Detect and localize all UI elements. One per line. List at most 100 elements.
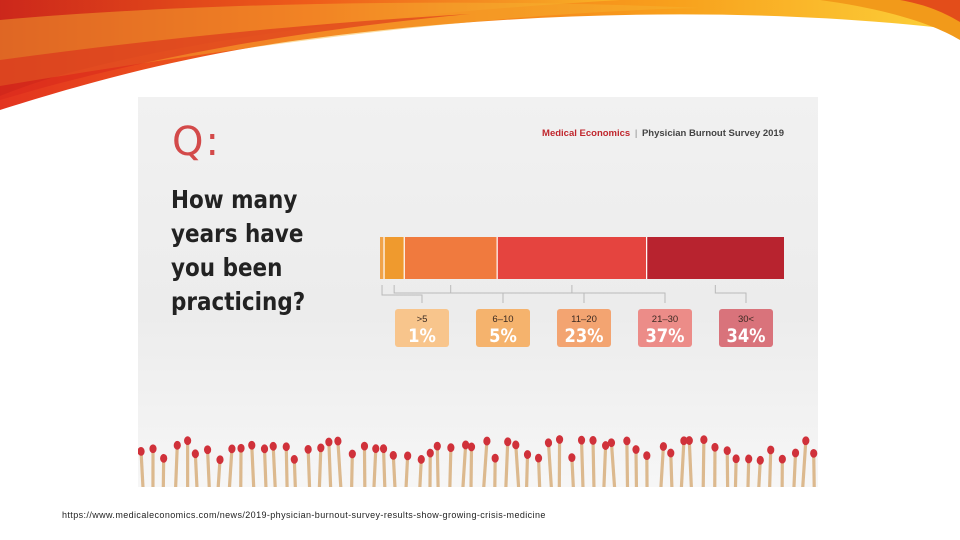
category-label: >5 xyxy=(417,314,428,325)
match xyxy=(745,454,753,487)
match xyxy=(767,445,775,487)
match xyxy=(269,441,277,487)
match xyxy=(685,436,694,487)
match xyxy=(482,436,491,487)
value-label: 23% xyxy=(564,326,603,347)
category-label: 30< xyxy=(738,314,755,325)
match xyxy=(643,451,651,487)
match xyxy=(138,446,145,487)
bar-segments xyxy=(380,237,784,279)
match xyxy=(523,450,532,487)
match xyxy=(160,453,168,487)
value-label: 5% xyxy=(489,326,517,347)
decorative-flame-swoosh xyxy=(0,0,960,110)
match xyxy=(667,448,675,487)
category-label: 11–20 xyxy=(571,314,597,325)
bar-segment-1 xyxy=(380,237,385,279)
match xyxy=(290,454,298,487)
category-label: 21–30 xyxy=(652,314,678,325)
match xyxy=(577,435,586,487)
category-box-bg xyxy=(638,309,692,347)
category-box-2: 6–105% xyxy=(476,309,530,347)
bar-segment-4 xyxy=(497,237,647,279)
match xyxy=(325,437,333,487)
match xyxy=(801,436,810,487)
match xyxy=(227,444,236,487)
connector-5 xyxy=(714,285,747,303)
category-box-bg xyxy=(395,309,449,347)
q-mark: Q: xyxy=(172,119,221,165)
match xyxy=(282,442,290,487)
category-box-bg xyxy=(557,309,611,347)
matches-decoration xyxy=(138,435,818,487)
value-label: 34% xyxy=(726,326,765,347)
bar-segment-2 xyxy=(384,237,405,279)
brand-publication: Medical Economics xyxy=(542,128,631,139)
brand-survey: Physician Burnout Survey 2019 xyxy=(641,128,784,139)
chart-panel: Q: Medical Economics | Physician Burnout… xyxy=(138,97,818,487)
match xyxy=(317,443,325,487)
bar-segment-5 xyxy=(646,237,784,279)
match xyxy=(632,445,640,487)
match xyxy=(568,453,576,487)
connector-1 xyxy=(381,285,423,303)
match xyxy=(433,441,441,487)
match xyxy=(607,438,617,487)
match xyxy=(732,454,740,487)
match xyxy=(723,446,731,487)
match xyxy=(700,435,708,487)
match xyxy=(659,442,667,487)
category-box-1: >51% xyxy=(395,309,449,347)
brand-separator: | xyxy=(634,128,638,139)
match xyxy=(260,444,269,487)
match xyxy=(447,443,455,487)
value-label: 1% xyxy=(408,326,436,347)
match xyxy=(372,444,380,487)
match xyxy=(304,444,312,487)
match xyxy=(379,444,388,487)
match xyxy=(534,453,543,487)
match xyxy=(544,438,554,487)
match xyxy=(679,436,688,487)
category-box-bg xyxy=(476,309,530,347)
match xyxy=(602,441,610,487)
match xyxy=(426,448,434,487)
match xyxy=(791,448,800,487)
match xyxy=(348,449,356,487)
match xyxy=(778,454,786,487)
connector-2 xyxy=(393,285,504,303)
match xyxy=(491,453,499,487)
match xyxy=(237,443,245,487)
match xyxy=(389,450,397,487)
match xyxy=(461,440,470,487)
category-label: 6–10 xyxy=(492,314,513,325)
question-title: How many years have you been practicing? xyxy=(171,185,306,316)
match-row xyxy=(138,435,818,487)
match xyxy=(149,444,157,487)
category-box-5: 30<34% xyxy=(719,309,773,347)
match xyxy=(191,449,199,487)
match xyxy=(467,442,476,487)
match xyxy=(334,436,343,487)
bracket-connectors xyxy=(381,285,747,303)
match xyxy=(512,440,521,487)
match xyxy=(216,455,224,487)
brand-header: Medical Economics | Physician Burnout Su… xyxy=(542,128,784,139)
bar-segment-3 xyxy=(404,237,498,279)
connector-4 xyxy=(571,285,666,303)
match xyxy=(756,455,764,487)
match xyxy=(417,455,425,487)
match xyxy=(173,440,181,487)
match xyxy=(623,436,631,487)
match xyxy=(711,442,719,487)
value-label: 37% xyxy=(645,326,684,347)
connector-3 xyxy=(450,285,585,303)
match xyxy=(184,436,192,487)
match xyxy=(810,448,818,487)
match xyxy=(203,445,212,487)
category-box-bg xyxy=(719,309,773,347)
match xyxy=(555,435,564,487)
